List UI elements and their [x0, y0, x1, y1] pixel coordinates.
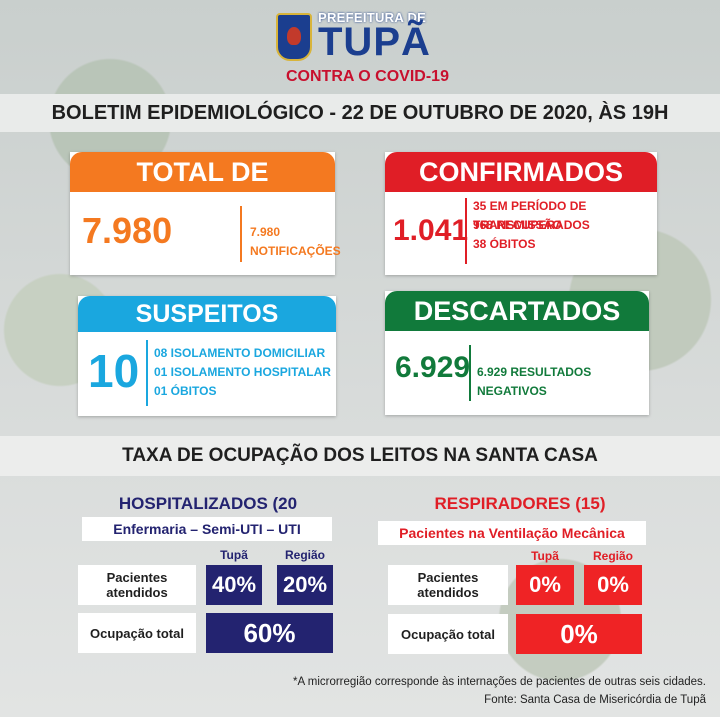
- testagem-divider: [240, 206, 242, 262]
- occupancy-title: TAXA DE OCUPAÇÃO DOS LEITOS NA SANTA CAS…: [122, 445, 598, 466]
- confirmados-detail-2: 38 ÓBITOS: [473, 237, 536, 251]
- coat-of-arms-logo: [276, 13, 312, 61]
- confirmados-detail-0: 35 EM PERÍODO DE TRANSMISSÃO: [473, 199, 587, 232]
- hospitalizados-row1-label: Pacientes atendidos: [78, 565, 196, 605]
- descartados-title: DESCARTADOS: [385, 291, 649, 331]
- confirmados-divider: [465, 198, 467, 264]
- testagem-value: 7.980: [82, 210, 173, 251]
- occupancy-bar: [0, 436, 720, 476]
- suspeitos-detail-2: 01 ÓBITOS: [154, 384, 217, 398]
- confirmados-detail-1: 968 RECUPERADOS: [473, 218, 590, 232]
- suspeitos-title: SUSPEITOS: [78, 296, 336, 332]
- footer-source: Fonte: Santa Casa de Misericórdia de Tup…: [484, 694, 706, 706]
- respiradores-row2-label: Ocupação total: [388, 614, 508, 654]
- hospitalizados-row2-label: Ocupação total: [78, 613, 196, 653]
- testagem-card: TOTAL DE TESTAGEM 7.980 7.980 NOTIFICAÇÕ…: [70, 152, 341, 275]
- hospitalizados-row1-regiao: 20%: [277, 565, 333, 605]
- bulletin-bar: [0, 94, 720, 132]
- city-name-logo: TUPÃ: [318, 20, 431, 64]
- suspeitos-value: 10: [88, 345, 140, 397]
- descartados-card: DESCARTADOS 6.929 6.929 RESULTADOS NEGAT…: [385, 291, 649, 415]
- prefeitura-label: PREFEITURA DE: [318, 10, 427, 25]
- confirmados-card: CONFIRMADOS 1.041 35 EM PERÍODO DE TRANS…: [385, 152, 657, 275]
- confirmados-title: CONFIRMADOS: [385, 152, 657, 192]
- descartados-detail-0: 6.929 RESULTADOS NEGATIVOS: [477, 365, 592, 398]
- respiradores-col-regiao: Região: [592, 549, 633, 563]
- hospitalizados-col-tupa: Tupã: [220, 548, 248, 562]
- hospitalizados-col-regiao: Região: [284, 548, 325, 562]
- footer-note: *A microrregião corresponde às internaçõ…: [293, 676, 706, 688]
- campaign-label: CONTRA O COVID-19: [286, 68, 449, 85]
- hospitalizados-row2-value: 60%: [206, 613, 333, 653]
- respiradores-row1-label: Pacientes atendidos: [388, 565, 508, 605]
- hospitalizados-subtitle: Enfermaria – Semi-UTI – UTI: [82, 517, 332, 541]
- respiradores-row1-tupa: 0%: [516, 565, 574, 605]
- suspeitos-divider: [146, 340, 148, 406]
- hospitalizados-row1-tupa: 40%: [206, 565, 262, 605]
- respiradores-row2-value: 0%: [516, 614, 642, 654]
- testagem-title: TOTAL DE TESTAGEM: [70, 152, 335, 227]
- confirmados-value: 1.041: [393, 214, 469, 247]
- respiradores-title: RESPIRADORES (15): [434, 494, 606, 513]
- bulletin-title: BOLETIM EPIDEMIOLÓGICO - 22 DE OUTUBRO D…: [51, 102, 669, 124]
- testagem-detail-0: 7.980 NOTIFICAÇÕES: [250, 225, 341, 258]
- respiradores-row1-regiao: 0%: [584, 565, 642, 605]
- suspeitos-detail-1: 01 ISOLAMENTO HOSPITALAR: [154, 365, 331, 379]
- suspeitos-card: SUSPEITOS 10 08 ISOLAMENTO DOMICILIAR 01…: [78, 296, 336, 416]
- suspeitos-detail-0: 08 ISOLAMENTO DOMICILIAR: [154, 346, 326, 360]
- descartados-value: 6.929: [395, 351, 471, 384]
- descartados-divider: [469, 345, 471, 401]
- respiradores-col-tupa: Tupã: [531, 549, 559, 563]
- respiradores-subtitle: Pacientes na Ventilação Mecânica: [378, 521, 646, 545]
